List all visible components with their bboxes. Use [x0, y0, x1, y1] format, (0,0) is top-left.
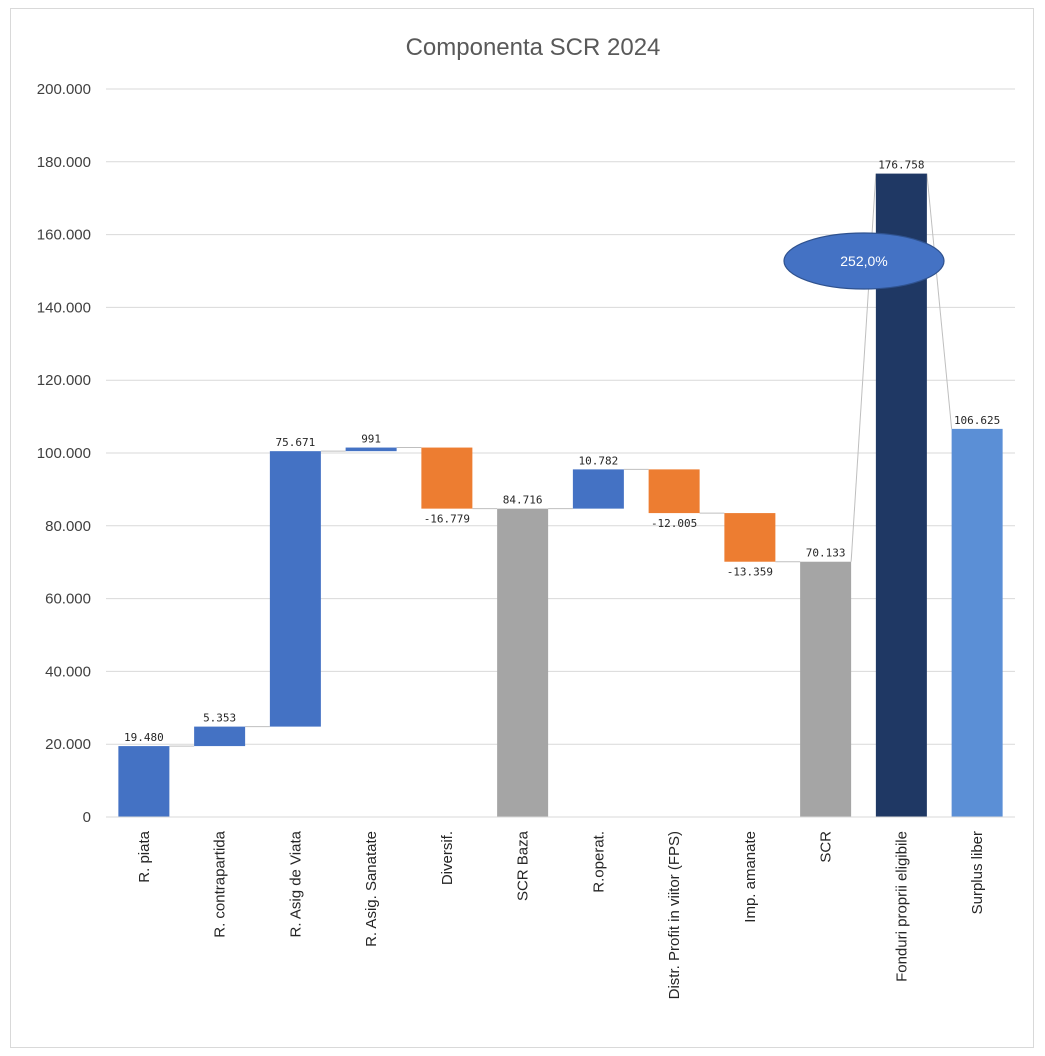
data-label: 10.782	[579, 454, 619, 467]
solvency-ratio-label: 252,0%	[840, 253, 887, 269]
bar	[724, 513, 776, 562]
data-label: 75.671	[276, 436, 316, 449]
bar	[421, 447, 473, 509]
data-label: 84.716	[503, 494, 543, 507]
data-label: 176.758	[878, 159, 924, 172]
y-axis: 0 20.000 40.000 60.000 80.000 100.000 120.000 1…	[37, 81, 91, 826]
y-tick-label: 160.000	[37, 227, 91, 244]
x-tick-label: R. Asig de Viata	[287, 830, 304, 937]
solvency-ratio-ellipse	[783, 232, 945, 290]
chart-svg: Componenta SCR 2024 0 20.000 40.000 60.000 8…	[37, 34, 1015, 999]
data-label: -12.005	[651, 517, 697, 530]
data-label: 5.353	[203, 712, 236, 725]
bar	[194, 726, 246, 747]
x-tick-label: Surplus liber	[969, 831, 986, 914]
bar	[572, 469, 624, 509]
grid-lines	[106, 88, 1015, 818]
y-tick-label: 40.000	[45, 663, 91, 680]
y-tick-label: 140.000	[37, 299, 91, 316]
x-tick-label: SCR	[818, 831, 835, 863]
bars	[118, 173, 1003, 817]
x-tick-label: R. Asig. Sanatate	[363, 831, 380, 947]
bar	[118, 746, 170, 817]
y-tick-label: 180.000	[37, 154, 91, 171]
y-tick-label: 0	[83, 809, 91, 826]
chart-frame: Componenta SCR 2024 0 20.000 40.000 60.000 8…	[10, 8, 1034, 1048]
bar	[800, 561, 852, 817]
bar	[345, 447, 397, 452]
y-tick-label: 120.000	[37, 372, 91, 389]
x-tick-label: SCR Baza	[515, 830, 532, 901]
x-tick-label: Distr. Profit in viitor (FPS)	[666, 831, 683, 999]
x-tick-label: Diversif.	[439, 831, 456, 885]
x-axis: R. piata R. contrapartida R. Asig de Viata…	[106, 816, 1015, 999]
x-tick-label: R. piata	[136, 830, 153, 882]
chart-title: Componenta SCR 2024	[406, 34, 661, 61]
x-tick-label: Fonduri proprii eligibile	[893, 831, 910, 982]
bar	[269, 451, 321, 727]
data-label: 991	[361, 433, 381, 446]
connector-line	[850, 173, 877, 562]
data-labels: 19.480 5.353 75.671 991 -16.779 84.716 10.782 -…	[124, 159, 1000, 744]
y-tick-label: 20.000	[45, 736, 91, 753]
x-tick-label: R.operat.	[590, 831, 607, 893]
data-label: 19.480	[124, 731, 164, 744]
connector-line	[926, 173, 953, 429]
y-tick-label: 60.000	[45, 591, 91, 608]
x-tick-label: R. contrapartida	[212, 830, 229, 937]
data-label: -16.779	[424, 513, 470, 526]
data-label: 106.625	[954, 414, 1000, 427]
data-label: -13.359	[727, 566, 773, 579]
bar	[951, 428, 1003, 817]
x-tick-label: Imp. amanate	[742, 831, 759, 923]
annotation: 252,0%	[783, 232, 945, 290]
bar	[497, 508, 549, 817]
y-tick-label: 100.000	[37, 445, 91, 462]
y-tick-label: 200.000	[37, 81, 91, 98]
connector-lines	[169, 173, 953, 747]
y-tick-label: 80.000	[45, 518, 91, 535]
data-label: 70.133	[806, 547, 846, 560]
bar	[648, 469, 700, 514]
